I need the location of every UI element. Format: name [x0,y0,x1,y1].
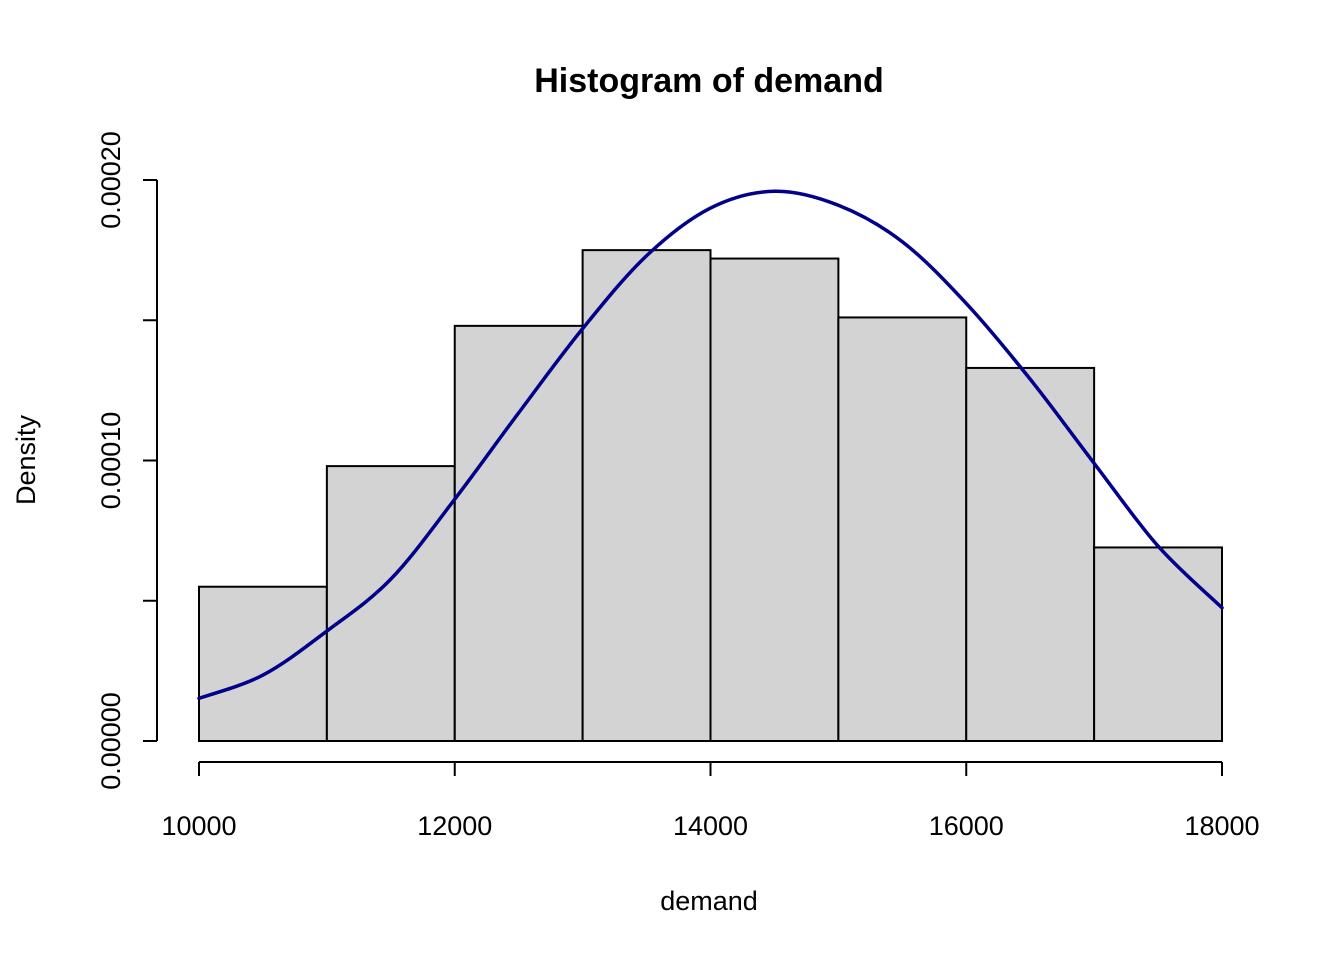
y-axis: 0.00000 0.00010 0.00020 [96,131,158,790]
histogram-bar-5 [709,257,840,742]
histogram-bar-3 [453,324,584,742]
density-curve [197,189,1224,701]
histogram-bar-6 [837,316,968,742]
histogram-bar-7 [965,366,1096,742]
bars-group [198,249,1223,743]
x-tick-label-3: 16000 [929,811,1004,841]
histogram-bar-4 [581,249,712,742]
x-axis-label: demand [660,886,758,916]
chart-title: Histogram of demand [534,62,883,100]
histogram-bar-2 [325,465,456,742]
x-axis: 10000 12000 14000 16000 18000 [161,761,1260,841]
y-tick-label-4: 0.00020 [96,131,126,229]
y-tick-label-0: 0.00000 [96,692,126,790]
y-axis-label: Density [11,414,41,505]
histogram-bar-8 [1093,546,1223,743]
x-tick-label-2: 14000 [673,811,748,841]
x-tick-label-4: 18000 [1184,811,1259,841]
histogram-bar-1 [198,585,328,742]
x-tick-label-1: 12000 [417,811,492,841]
x-tick-label-0: 10000 [161,811,236,841]
y-tick-label-2: 0.00010 [96,412,126,510]
